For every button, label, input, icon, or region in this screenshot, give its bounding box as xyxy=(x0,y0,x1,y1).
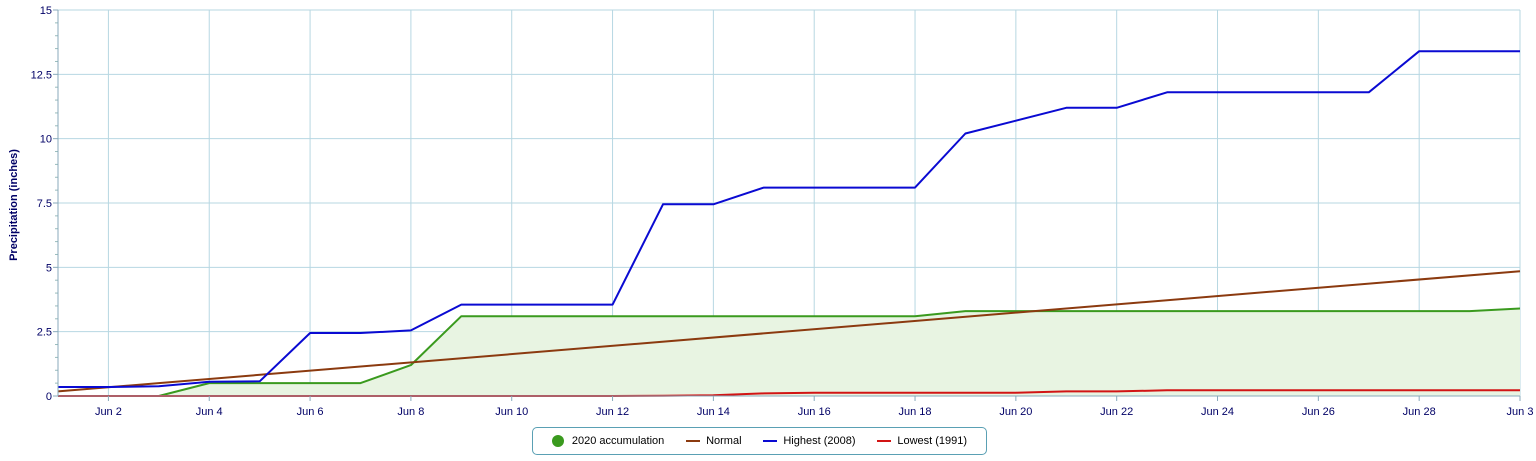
y-tick-label: 5 xyxy=(46,262,52,274)
x-tick-label: Jun 2 xyxy=(95,406,122,418)
x-tick-label: Jun 22 xyxy=(1100,406,1133,418)
x-tick-label: Jun 16 xyxy=(798,406,831,418)
y-tick-label: 12.5 xyxy=(31,69,52,81)
y-axis-title: Precipitation (inches) xyxy=(8,149,20,261)
x-tick-label: Jun 26 xyxy=(1302,406,1335,418)
legend-label: Lowest (1991) xyxy=(897,435,968,447)
legend-item-0[interactable]: 2020 accumulation xyxy=(551,435,665,447)
x-tick-label: Jun 24 xyxy=(1201,406,1234,418)
x-tick-label: Jun 28 xyxy=(1403,406,1436,418)
series-area-0 xyxy=(58,308,1520,396)
x-tick-label: Jun 3 xyxy=(1507,406,1534,418)
y-tick-label: 10 xyxy=(40,134,52,146)
x-tick-label: Jun 4 xyxy=(196,406,223,418)
series-layer xyxy=(57,50,1521,397)
legend-marker xyxy=(877,440,892,442)
legend-label: Highest (2008) xyxy=(783,435,856,447)
legend-label: Normal xyxy=(706,435,742,447)
x-tick-label: Jun 12 xyxy=(596,406,629,418)
fill-layer xyxy=(58,308,1520,396)
y-tick-label: 7.5 xyxy=(37,198,52,210)
x-tick-label: Jun 18 xyxy=(899,406,932,418)
legend-marker xyxy=(551,435,564,447)
y-axis-labels: 0 2.5 5 7.5 10 12.5 15 xyxy=(31,5,52,403)
x-tick-label: Jun 10 xyxy=(495,406,528,418)
axes xyxy=(53,9,1521,401)
x-tick-label: Jun 6 xyxy=(297,406,324,418)
y-tick-label: 15 xyxy=(40,5,52,17)
series-line-0 xyxy=(58,307,1521,397)
y-tick-label: 0 xyxy=(46,391,52,403)
legend: 2020 accumulation Normal Highest (2008) Low… xyxy=(532,427,987,455)
legend-label: 2020 accumulation xyxy=(571,435,665,447)
legend-item-2[interactable]: Highest (2008) xyxy=(763,435,856,447)
legend-item-1[interactable]: Normal xyxy=(686,435,742,447)
x-tick-label: Jun 8 xyxy=(397,406,424,418)
series-line-3 xyxy=(58,389,1520,397)
y-tick-label: 2.5 xyxy=(37,327,52,339)
series-line-2 xyxy=(58,50,1520,388)
series-line-1 xyxy=(57,270,1521,393)
legend-marker xyxy=(763,440,778,442)
x-tick-label: Jun 20 xyxy=(999,406,1032,418)
x-axis-labels: Jun 2 Jun 4 Jun 6 Jun 8 Jun 10 Jun 12 Jun 14 Ju… xyxy=(95,406,1534,418)
x-tick-label: Jun 14 xyxy=(697,406,730,418)
legend-marker xyxy=(686,440,701,442)
legend-item-3[interactable]: Lowest (1991) xyxy=(877,435,967,447)
